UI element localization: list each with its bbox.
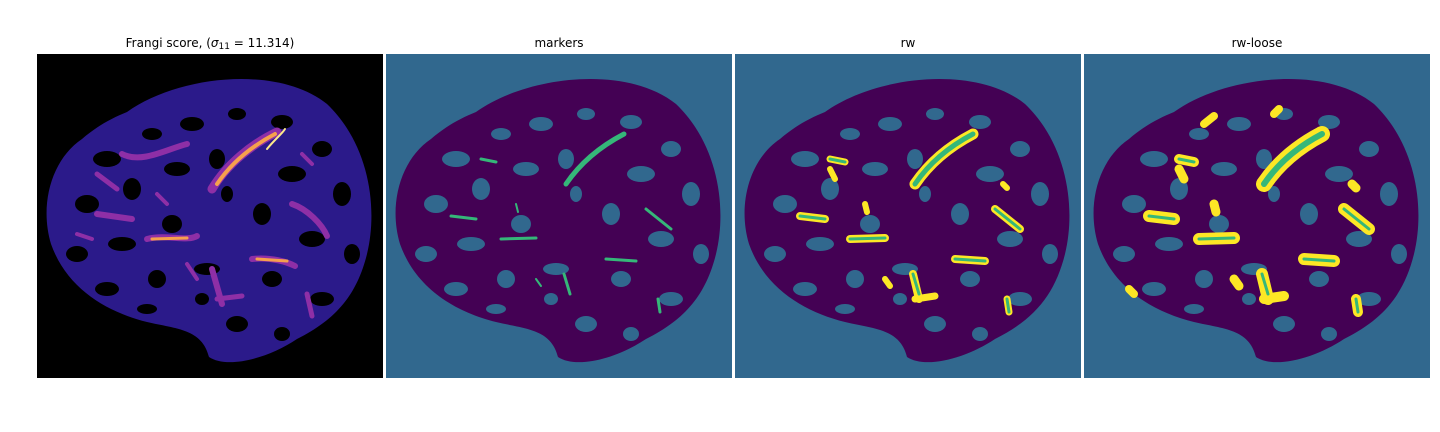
rw-svg <box>735 54 1081 378</box>
panel-title-markers: markers <box>534 36 584 50</box>
frangi-vessels <box>75 127 330 319</box>
panel-title-rw-loose: rw-loose <box>1231 36 1283 50</box>
markers-svg <box>386 54 732 378</box>
markers-tissue <box>395 79 721 363</box>
panel-title-rw: rw <box>900 36 916 50</box>
panel-title-frangi: Frangi score, (σ11 = 11.314) <box>37 36 383 52</box>
rw-tissue <box>744 79 1070 363</box>
frangi-svg <box>37 54 383 378</box>
title-prefix: Frangi score, ( <box>125 36 211 50</box>
sigma-subscript: 11 <box>218 42 230 52</box>
markers-image <box>386 54 732 378</box>
markers-holes <box>415 108 709 341</box>
rw-holes <box>764 108 1058 341</box>
rw-image <box>735 54 1081 378</box>
title-suffix: = 11.314) <box>229 36 295 50</box>
rw-loose-image <box>1084 54 1430 378</box>
sigma-symbol: σ <box>210 36 219 50</box>
rw-seeds <box>798 131 1022 314</box>
rw-loose-tissue <box>1093 79 1419 363</box>
markers-seeds <box>449 131 673 314</box>
rw-loose-seeds <box>1147 131 1371 314</box>
rw-loose-svg <box>1084 54 1430 378</box>
frangi-tissue <box>46 79 372 363</box>
frangi-score-image <box>37 54 383 378</box>
frangi-holes <box>66 108 360 341</box>
